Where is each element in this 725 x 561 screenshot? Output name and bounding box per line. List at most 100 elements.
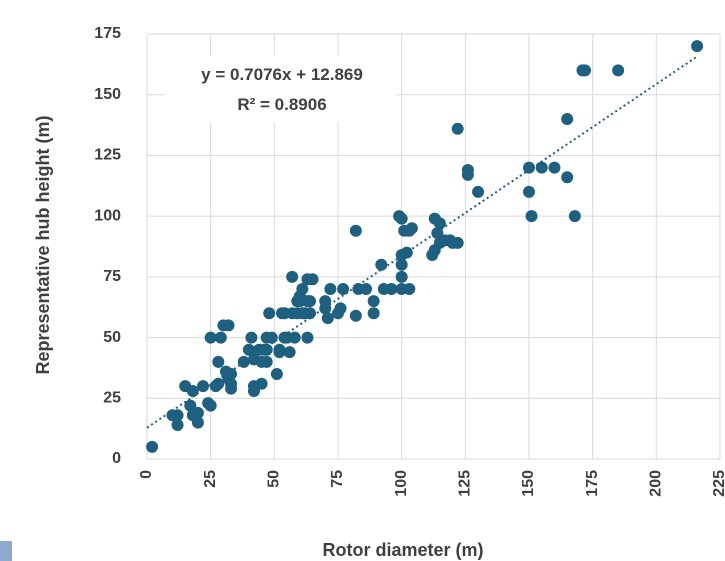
x-tick-label: 0 <box>138 470 155 479</box>
data-point <box>334 302 347 315</box>
data-point <box>265 331 278 344</box>
y-tick-label: 125 <box>94 147 121 164</box>
data-points <box>146 40 704 453</box>
data-point <box>306 273 319 286</box>
data-point <box>263 307 276 320</box>
data-point <box>260 355 273 368</box>
data-point <box>385 283 398 295</box>
data-point <box>303 295 316 308</box>
x-tick-label: 175 <box>584 470 601 497</box>
data-point <box>247 385 260 397</box>
x-axis-ticks: 0 25 50 75 100 125 150 175 200 225 <box>138 470 725 497</box>
data-point <box>184 399 197 412</box>
data-point <box>405 222 418 235</box>
data-point <box>191 416 204 429</box>
data-point <box>451 122 464 135</box>
x-tick-label: 200 <box>648 470 665 497</box>
trendline-r-squared: R² = 0.8906 <box>237 95 326 114</box>
y-tick-label: 75 <box>103 268 121 285</box>
data-point <box>197 380 210 393</box>
y-axis-title: Representative hub height (m) <box>33 115 53 374</box>
data-point <box>461 168 474 181</box>
data-point <box>395 258 408 271</box>
data-point <box>324 283 337 295</box>
data-point <box>214 331 227 344</box>
gridlines <box>146 33 721 460</box>
data-point <box>395 270 408 283</box>
x-tick-label: 125 <box>457 470 474 497</box>
data-point <box>431 227 444 240</box>
equation-box <box>165 56 397 122</box>
y-tick-label: 50 <box>103 329 121 346</box>
data-point <box>288 331 301 344</box>
data-point <box>204 331 217 344</box>
data-point <box>186 385 199 397</box>
data-point <box>400 246 413 259</box>
data-point <box>319 302 332 315</box>
data-point <box>561 113 574 125</box>
y-tick-label: 0 <box>112 450 121 467</box>
data-point <box>273 343 286 356</box>
data-point <box>301 331 314 344</box>
data-point <box>286 270 299 283</box>
y-tick-label: 25 <box>103 390 121 407</box>
data-point <box>245 331 258 344</box>
data-point <box>523 161 535 174</box>
data-point <box>321 312 334 325</box>
x-axis-title: Rotor diameter (m) <box>322 540 483 560</box>
x-tick-label: 100 <box>393 470 410 497</box>
data-point <box>375 258 388 271</box>
data-point <box>303 307 316 320</box>
data-point <box>337 283 350 295</box>
data-point <box>171 409 184 422</box>
data-point <box>579 64 592 77</box>
y-tick-label: 100 <box>94 207 121 224</box>
trendline-equation: y = 0.7076x + 12.869 <box>201 65 363 84</box>
data-point <box>403 283 416 295</box>
data-point <box>367 295 380 308</box>
data-point <box>255 377 268 390</box>
trendline-group <box>146 55 698 429</box>
data-point <box>349 309 362 322</box>
data-point <box>561 171 574 184</box>
data-point <box>472 185 485 198</box>
data-point <box>451 236 464 249</box>
data-point <box>523 185 535 198</box>
data-point <box>283 346 296 359</box>
data-point <box>367 307 380 320</box>
data-point <box>691 40 704 53</box>
data-point <box>568 210 581 223</box>
y-tick-label: 175 <box>94 25 121 42</box>
data-point <box>548 161 561 174</box>
x-tick-label: 25 <box>202 470 219 488</box>
data-point <box>146 440 159 453</box>
data-point <box>212 355 225 368</box>
data-point <box>349 224 362 237</box>
y-tick-label: 150 <box>94 86 121 103</box>
data-point <box>433 217 446 230</box>
y-axis-ticks: 0 25 50 75 100 125 150 175 <box>94 25 121 467</box>
trendline <box>146 55 698 429</box>
data-point <box>525 210 538 223</box>
data-point <box>222 319 235 332</box>
data-point <box>225 382 238 395</box>
data-point <box>171 419 184 431</box>
data-point <box>535 161 548 174</box>
data-point <box>296 283 309 295</box>
data-point <box>204 399 217 412</box>
x-tick-label: 50 <box>266 470 283 488</box>
data-point <box>237 355 250 368</box>
decorative-corner-block <box>0 541 12 561</box>
x-tick-label: 75 <box>329 470 346 488</box>
data-point <box>395 212 408 225</box>
data-point <box>360 283 373 295</box>
data-point <box>212 377 225 390</box>
data-point <box>270 368 283 380</box>
data-point <box>225 368 238 380</box>
data-point <box>612 64 625 77</box>
data-point <box>191 406 204 419</box>
x-tick-label: 225 <box>711 470 725 497</box>
data-point <box>260 343 273 356</box>
